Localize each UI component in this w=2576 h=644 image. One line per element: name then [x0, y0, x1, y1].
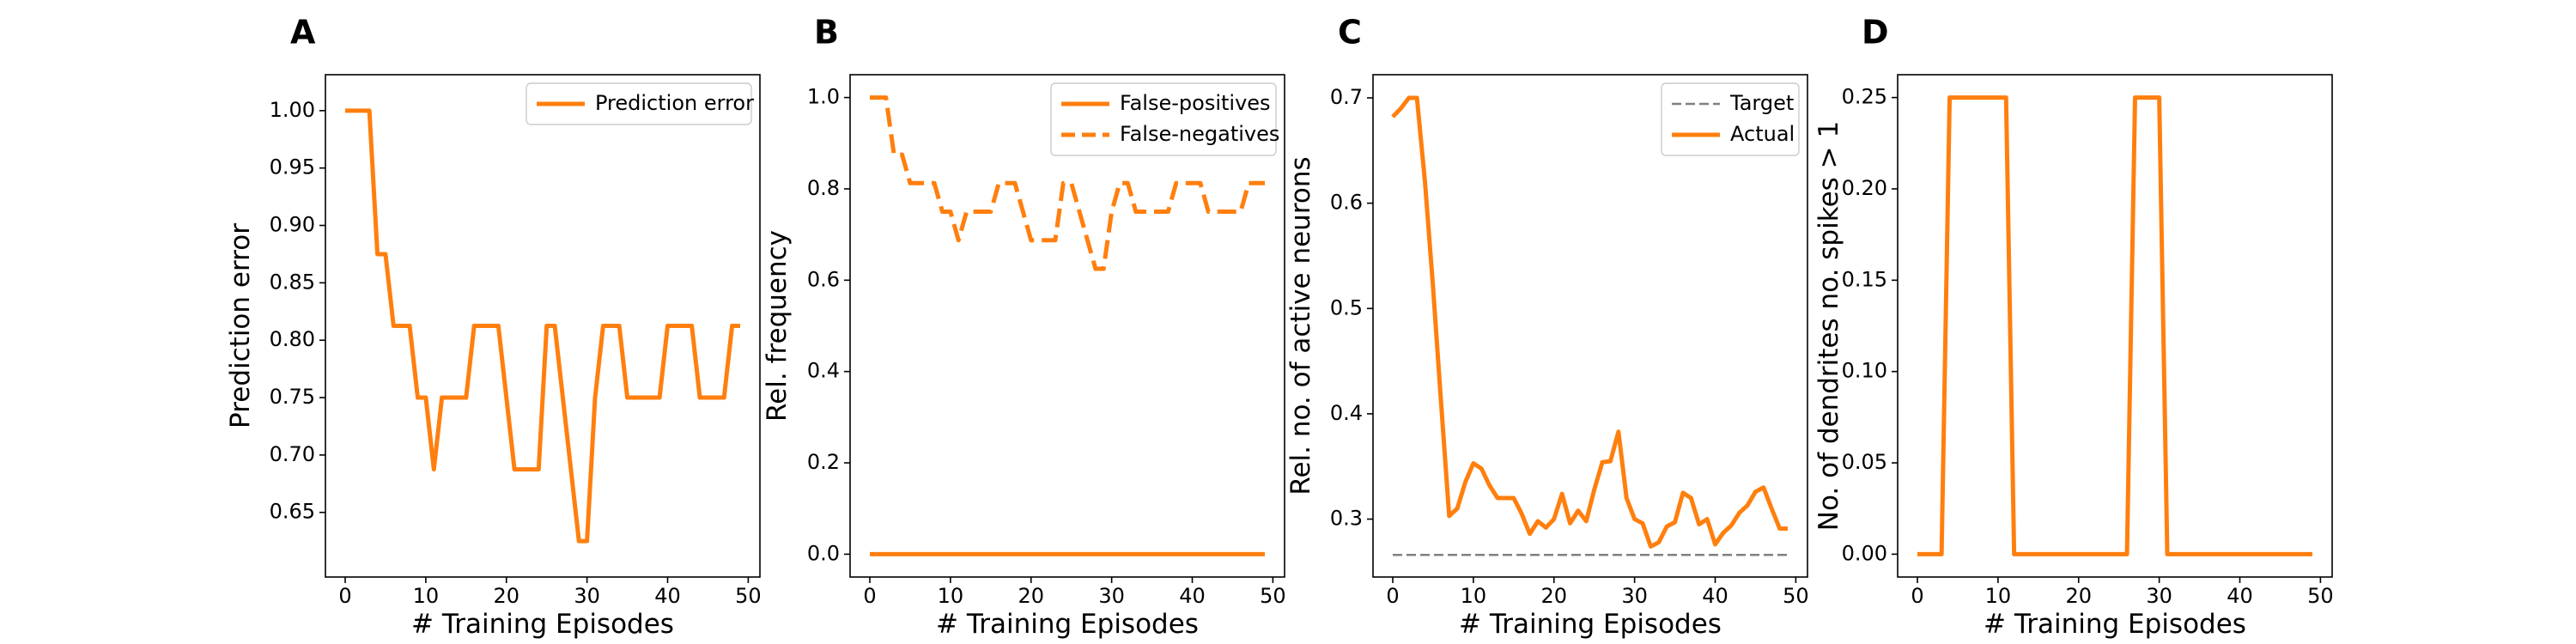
panel-a: A 0 10 20 30 40 50 0.65 0.70 0.75 0.80 0.85 0.90 0.95…: [225, 14, 762, 641]
series-group: [1391, 95, 1788, 556]
y-tick-label: 1.0: [807, 85, 840, 109]
legend-box: [1050, 82, 1277, 156]
y-tick-label: 0.4: [1330, 401, 1363, 425]
axes-frame: [1372, 74, 1808, 578]
x-tick-label: 0: [863, 584, 876, 608]
x-tick-label: 40: [2227, 584, 2253, 608]
x-tick-label: 20: [1018, 584, 1044, 608]
panel-letter: A: [290, 14, 316, 52]
y-tick-label: 0.0: [807, 541, 840, 565]
y-tick-label: 0.2: [807, 450, 840, 474]
y-tick-label: 0.6: [1330, 191, 1363, 215]
y-tick-label: 0.10: [1842, 359, 1887, 383]
y-axis-label: Rel. frequency: [762, 230, 793, 422]
axes-frame: [849, 74, 1285, 578]
y-tick-label: 0.75: [270, 385, 315, 409]
y-tick-label: 0.5: [1330, 295, 1363, 319]
y-tick-label: 0.80: [270, 327, 315, 351]
series-line-false-negatives: [870, 95, 1265, 271]
axes-frame: [325, 74, 761, 578]
y-tick-label: 0.8: [807, 176, 840, 200]
x-tick-label: 20: [1540, 584, 1567, 608]
legend-entry: False-positives: [1120, 91, 1271, 115]
y-tick-label: 0.95: [270, 155, 315, 179]
y-tick-label: 0.05: [1842, 450, 1887, 474]
y-tick-label: 0.65: [270, 500, 315, 524]
y-tick-label: 0.4: [807, 359, 840, 383]
y-tick-label: 1.00: [270, 98, 315, 122]
y-tick-label: 0.00: [1842, 541, 1887, 565]
x-tick-label: 40: [1179, 584, 1206, 608]
y-tick-label: 0.70: [270, 442, 315, 466]
axes-frame: [1897, 74, 2333, 578]
panel-letter: D: [1862, 14, 1889, 52]
x-axis-label: # Training Episodes: [411, 609, 674, 640]
x-tick-label: 10: [1461, 584, 1487, 608]
x-tick-label: 50: [735, 584, 762, 608]
x-tick-label: 50: [1260, 584, 1286, 608]
y-tick-label: 0.15: [1842, 267, 1887, 291]
legend-entry: Actual: [1730, 122, 1795, 146]
series-line-actual: [1391, 95, 1788, 549]
x-tick-label: 0: [1386, 584, 1399, 608]
x-tick-label: 0: [1911, 584, 1923, 608]
y-axis-label: Rel. no. of active neurons: [1285, 156, 1316, 495]
series-group: [870, 95, 1265, 556]
legend-box: [526, 82, 752, 125]
x-tick-label: 10: [413, 584, 440, 608]
series-line-values: [1917, 95, 2312, 556]
x-tick-label: 50: [2307, 584, 2334, 608]
x-tick-label: 30: [1621, 584, 1648, 608]
y-axis-label: No. of dendrites no. spikes > 1: [1814, 121, 1844, 531]
series-line-prediction-error: [345, 108, 740, 544]
x-tick-label: 30: [1098, 584, 1125, 608]
series-group: [345, 108, 740, 544]
legend: False-positives False-negatives: [1050, 82, 1279, 156]
x-tick-label: 0: [338, 584, 351, 608]
panel-letter: C: [1338, 14, 1362, 52]
x-tick-label: 10: [938, 584, 964, 608]
x-tick-label: 40: [1702, 584, 1728, 608]
x-axis-label: # Training Episodes: [936, 609, 1199, 640]
x-tick-label: 40: [654, 584, 681, 608]
legend-box: [1661, 82, 1800, 156]
panel-letter: B: [814, 14, 839, 52]
panel-c: C 0 10 20 30 40 50 0.3 0.4 0.5 0.6 0.7 # Training Ep…: [1285, 14, 1809, 641]
y-tick-label: 0.3: [1330, 507, 1363, 531]
y-tick-label: 0.90: [270, 213, 315, 237]
legend-entry: Prediction error: [595, 91, 754, 115]
x-tick-label: 10: [1985, 584, 2012, 608]
y-tick-label: 0.25: [1842, 85, 1887, 109]
y-tick-label: 0.20: [1842, 176, 1887, 200]
y-tick-label: 0.6: [807, 267, 840, 291]
y-tick-label: 0.7: [1330, 85, 1363, 109]
legend-entry: False-negatives: [1120, 122, 1279, 146]
legend: Target Actual: [1661, 82, 1800, 156]
x-axis-label: # Training Episodes: [1459, 609, 1722, 640]
series-group: [1917, 95, 2312, 556]
x-tick-label: 20: [2065, 584, 2092, 608]
x-tick-label: 30: [574, 584, 600, 608]
panel-b: B 0 10 20 30 40 50 0.0 0.2 0.4 0.6 0.8 1.0 # Training…: [762, 14, 1286, 641]
panel-d: D 0 10 20 30 40 50 0.00 0.05 0.10 0.15 0.20 0.25 # Tr…: [1814, 14, 2334, 641]
y-axis-label: Prediction error: [225, 223, 256, 428]
legend-entry: Target: [1729, 91, 1794, 115]
x-axis-label: # Training Episodes: [1984, 609, 2246, 640]
x-tick-label: 20: [493, 584, 519, 608]
legend: Prediction error: [526, 82, 754, 125]
x-tick-label: 30: [2146, 584, 2172, 608]
x-tick-label: 50: [1783, 584, 1809, 608]
y-tick-label: 0.85: [270, 270, 315, 294]
